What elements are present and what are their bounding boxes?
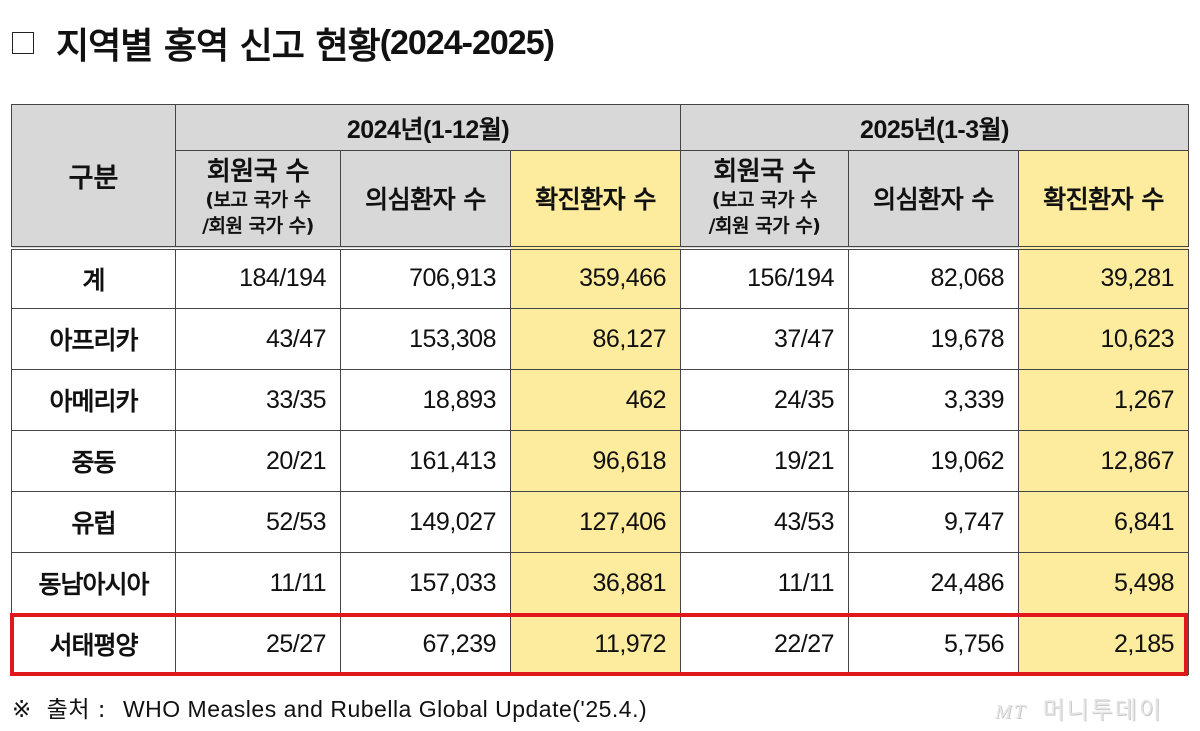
period-header-2024: 2024년(1-12월) [175,104,681,151]
region-cell: 중동 [11,430,176,492]
suspected-2024-cell: 157,033 [340,552,511,614]
suspected-2025-cell: 5,756 [848,613,1019,675]
reference-mark-icon: ※ [12,697,32,723]
confirmed-2024-cell: 462 [510,369,681,431]
members-2024-cell: 25/27 [175,613,341,675]
region-cell: 유럽 [11,491,176,553]
confirmed-2025-cell: 1,267 [1018,369,1189,431]
suspected-2024-cell: 161,413 [340,430,511,492]
source-text: WHO Measles and Rubella Global Update('2… [122,696,648,722]
suspected-2024-cell: 706,913 [340,245,511,309]
suspected-2025-cell: 82,068 [848,245,1019,309]
confirmed-2024-cell: 11,972 [510,613,681,675]
suspected-2025-cell: 19,678 [848,308,1019,370]
region-cell: 아메리카 [11,369,176,431]
title-text: 지역별 홍역 신고 현황 [56,26,381,67]
watermark-text: 머니투데이 [1042,696,1163,724]
region-cell: 계 [11,245,176,309]
confirmed-2025-cell: 5,498 [1018,552,1189,614]
confirmed-2025-cell: 12,867 [1018,430,1189,492]
source-note: ※ 출처 : WHO Measles and Rubella Global Up… [12,690,647,724]
members-2025-cell: 11/11 [680,552,849,614]
suspected-2024-cell: 149,027 [340,491,511,553]
watermark: MT 머니투데이 [995,690,1163,725]
suspected-2024-cell: 67,239 [340,613,511,675]
checkbox-square-icon [12,32,34,54]
members-2024-cell: 43/47 [175,308,341,370]
confirmed-2025-cell: 6,841 [1018,491,1189,553]
mt-logo-icon: MT [995,701,1027,723]
table-row-total: 계 184/194 706,913 359,466 156/194 82,068… [11,245,1189,309]
table-row-highlighted: 서태평양 25/27 67,239 11,972 22/27 5,756 2,1… [11,613,1189,675]
members-2024-cell: 33/35 [175,369,341,431]
title-years: (2024-2025) [379,23,555,62]
confirmed-2024-cell: 359,466 [510,245,681,309]
region-cell: 동남아시아 [11,552,176,614]
members-2025-cell: 37/47 [680,308,849,370]
suspected-header-2024: 의심환자 수 [340,150,511,248]
table-row: 아메리카 33/35 18,893 462 24/35 3,339 1,267 [11,369,1189,431]
confirmed-2024-cell: 96,618 [510,430,681,492]
source-label: 출처 : [46,697,107,723]
members-2024-cell: 11/11 [175,552,341,614]
confirmed-2024-cell: 86,127 [510,308,681,370]
region-cell: 서태평양 [11,613,176,675]
members-2025-cell: 43/53 [680,491,849,553]
confirmed-2025-cell: 10,623 [1018,308,1189,370]
confirmed-2025-cell: 39,281 [1018,245,1189,309]
table-row: 아프리카 43/47 153,308 86,127 37/47 19,678 1… [11,308,1189,370]
suspected-2025-cell: 24,486 [848,552,1019,614]
period-header-2025: 2025년(1-3월) [680,104,1189,151]
confirmed-header-2024: 확진환자 수 [510,150,681,248]
members-header-2025: 회원국 수 (보고 국가 수 /회원 국가 수) [680,150,849,248]
suspected-2024-cell: 153,308 [340,308,511,370]
members-2024-cell: 52/53 [175,491,341,553]
table-row: 동남아시아 11/11 157,033 36,881 11/11 24,486 … [11,552,1189,614]
suspected-2025-cell: 9,747 [848,491,1019,553]
table-row: 중동 20/21 161,413 96,618 19/21 19,062 12,… [11,430,1189,492]
region-cell: 아프리카 [11,308,176,370]
suspected-2024-cell: 18,893 [340,369,511,431]
suspected-2025-cell: 19,062 [848,430,1019,492]
table-row: 유럽 52/53 149,027 127,406 43/53 9,747 6,8… [11,491,1189,553]
page-title: 지역별 홍역 신고 현황 (2024-2025) [12,18,555,68]
confirmed-2025-cell: 2,185 [1018,613,1189,675]
members-2025-cell: 19/21 [680,430,849,492]
suspected-2025-cell: 3,339 [848,369,1019,431]
members-2024-cell: 20/21 [175,430,341,492]
measles-report-table: 구분 2024년(1-12월) 2025년(1-3월) 회원국 수 (보고 국가… [11,104,1189,675]
members-2025-cell: 22/27 [680,613,849,675]
members-2025-cell: 24/35 [680,369,849,431]
confirmed-2024-cell: 36,881 [510,552,681,614]
members-header-2024: 회원국 수 (보고 국가 수 /회원 국가 수) [175,150,341,248]
members-2024-cell: 184/194 [175,245,341,309]
confirmed-2024-cell: 127,406 [510,491,681,553]
suspected-header-2025: 의심환자 수 [848,150,1019,248]
members-2025-cell: 156/194 [680,245,849,309]
confirmed-header-2025: 확진환자 수 [1018,150,1189,248]
category-header: 구분 [11,104,176,248]
